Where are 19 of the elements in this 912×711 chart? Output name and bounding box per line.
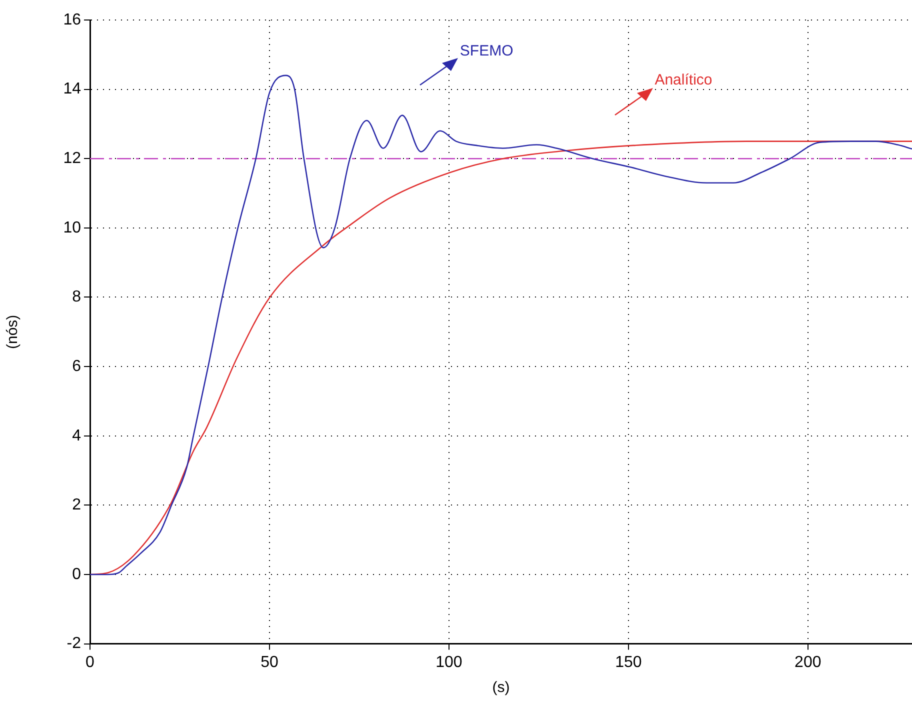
- y-tick-label: 12: [63, 150, 82, 168]
- y-tick-label: 4: [72, 427, 82, 444]
- x-tick-label: 200: [794, 654, 822, 671]
- x-tick-label: 150: [615, 654, 642, 671]
- y-tick-label: 8: [72, 288, 82, 306]
- y-tick-label: 2: [72, 496, 82, 514]
- x-axis-title: (s): [492, 679, 510, 696]
- x-tick-label: 50: [260, 654, 278, 671]
- x-tick-label: 100: [436, 654, 462, 671]
- y-tick-label: 0: [72, 566, 82, 583]
- y-tick-label: 10: [63, 219, 82, 236]
- x-tick-label: 0: [86, 654, 95, 671]
- y-tick-label: 14: [63, 80, 82, 98]
- y-tick-label: 16: [63, 11, 82, 28]
- annotation: SFEMO: [460, 42, 514, 60]
- y-tick-label: 6: [72, 358, 82, 375]
- y-axis-title: (nós): [4, 314, 22, 349]
- y-tick-label: -2: [66, 635, 82, 652]
- annotation: Analítico: [654, 72, 712, 89]
